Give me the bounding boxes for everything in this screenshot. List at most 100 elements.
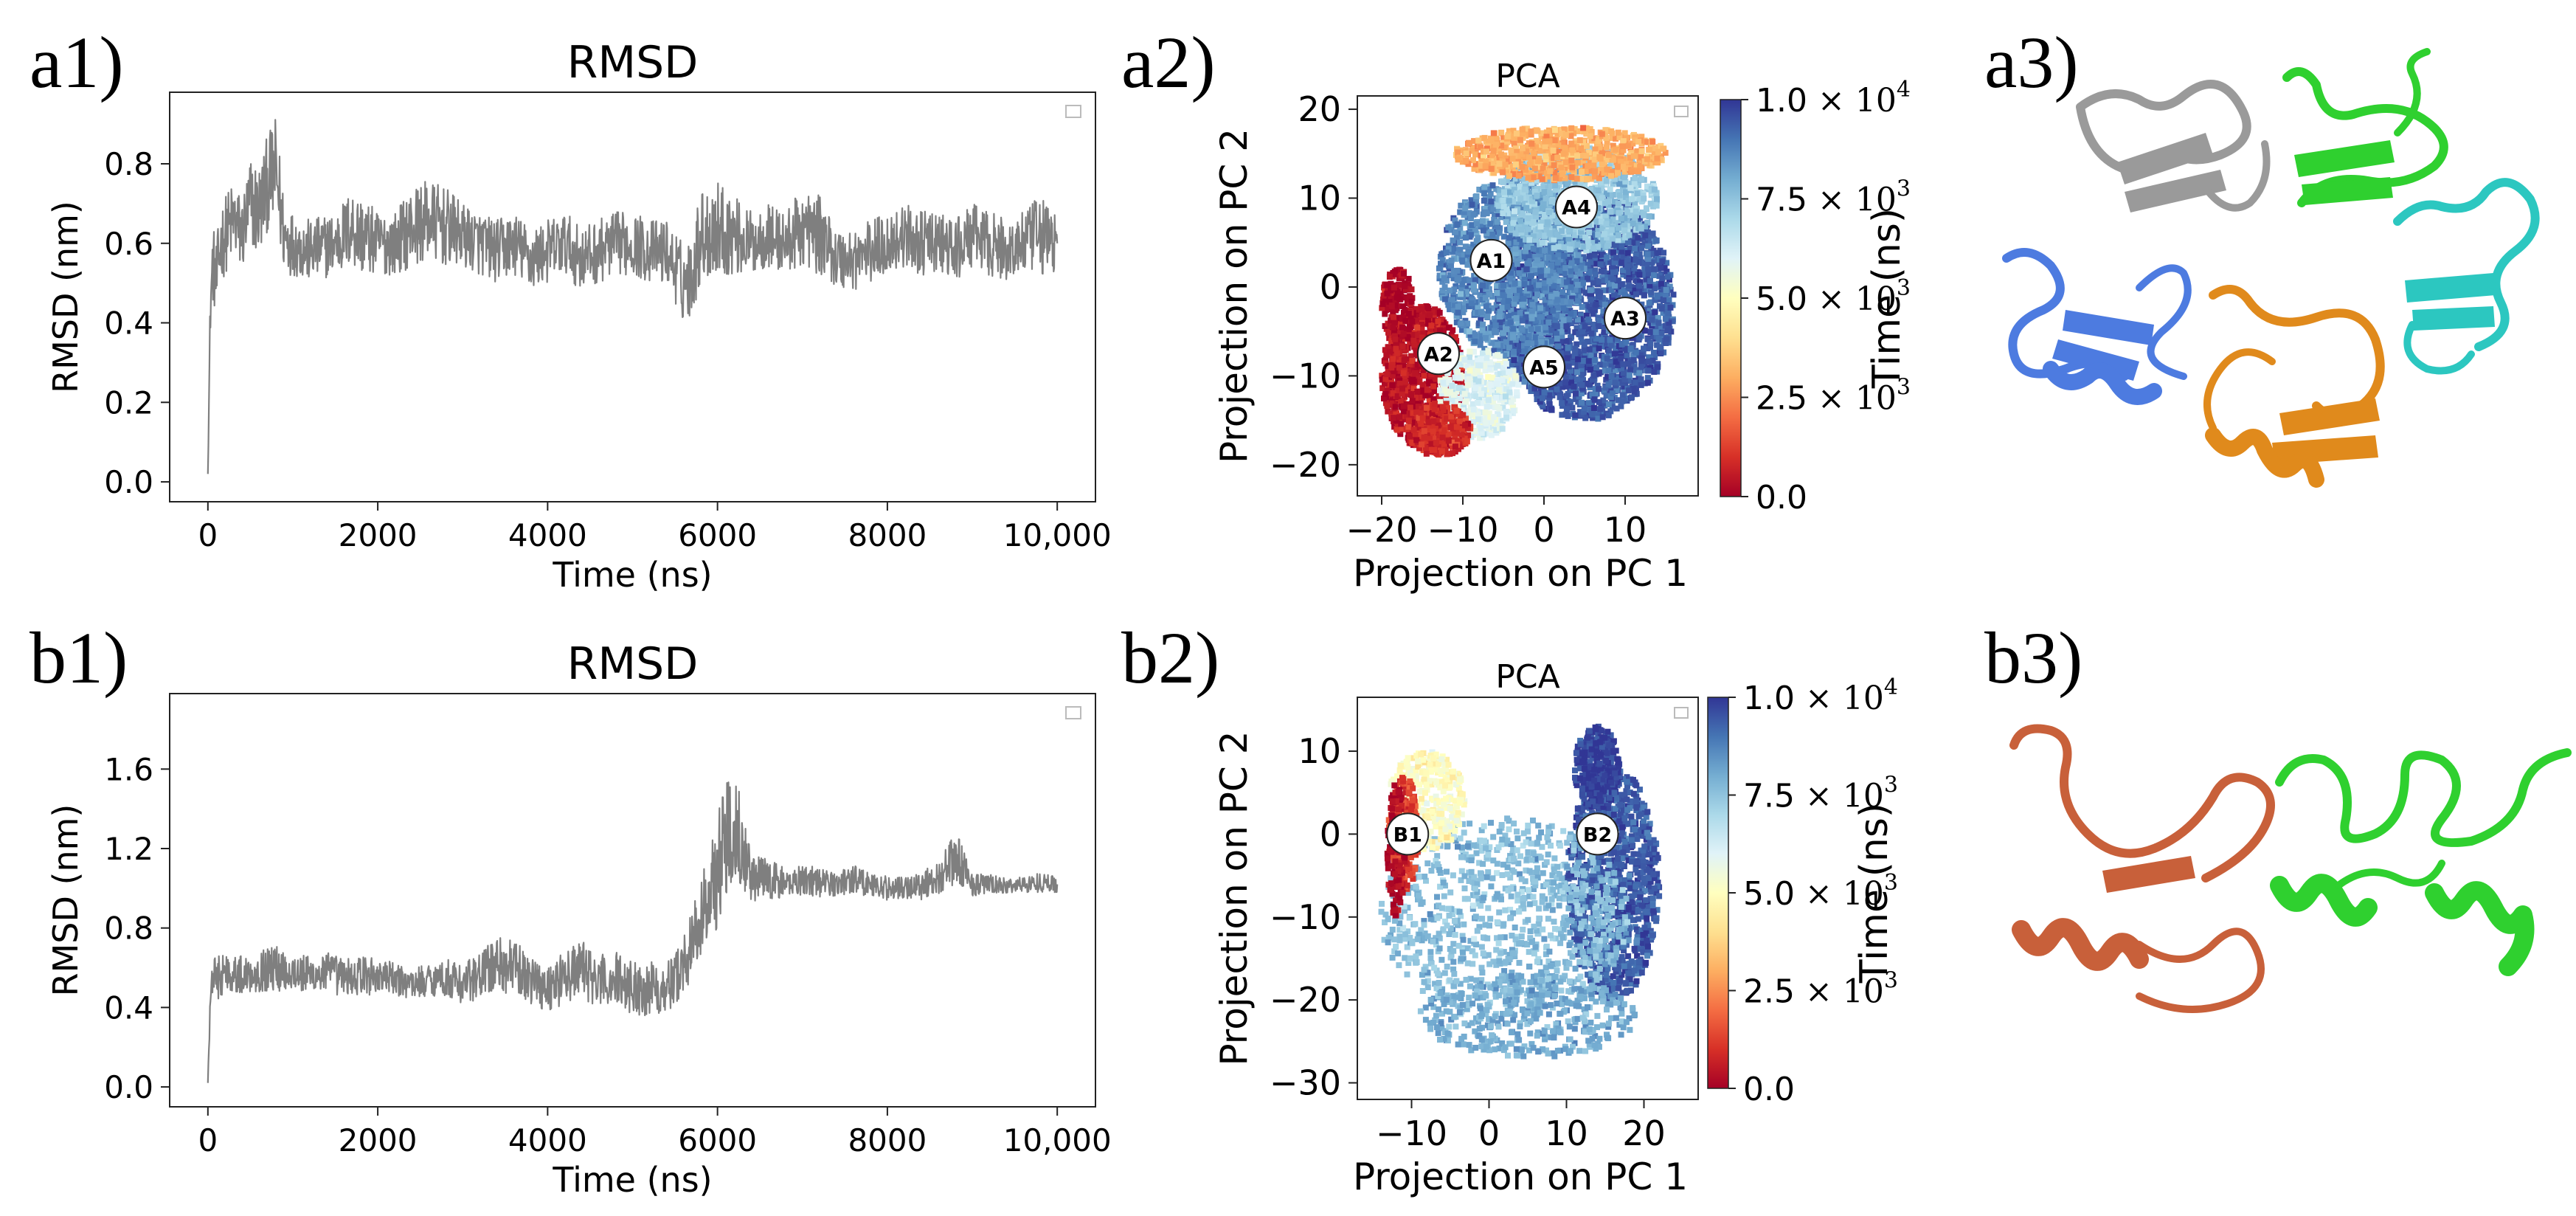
scatter-point xyxy=(1451,286,1458,293)
scatter-point xyxy=(1552,182,1559,189)
scatter-point xyxy=(1506,173,1512,179)
x-tick-label: 2000 xyxy=(339,517,418,553)
scatter-point xyxy=(1611,259,1618,266)
scatter-point xyxy=(1578,229,1585,235)
scatter-point xyxy=(1471,138,1478,145)
scatter-point xyxy=(1624,352,1630,359)
scatter-point xyxy=(1511,300,1517,307)
x-tick-label: 8000 xyxy=(848,517,927,553)
scatter-point xyxy=(1645,367,1652,374)
scatter-point xyxy=(1534,185,1540,192)
scatter-point xyxy=(1548,384,1554,390)
scatter-point xyxy=(1574,362,1581,368)
scatter-point xyxy=(1624,347,1630,353)
scatter-point xyxy=(1612,176,1618,182)
x-tick-label: 10,000 xyxy=(1003,1122,1112,1158)
scatter-point xyxy=(1483,335,1489,342)
scatter-point xyxy=(1526,332,1532,339)
scatter-point xyxy=(1475,137,1482,144)
scatter-point xyxy=(1458,305,1465,311)
scatter-point xyxy=(1557,256,1564,263)
scatter-point xyxy=(1596,362,1603,368)
scatter-point xyxy=(1470,211,1477,218)
scatter-point xyxy=(1590,405,1597,411)
scatter-point xyxy=(1464,289,1470,295)
scatter-point xyxy=(1656,273,1663,280)
scatter-point xyxy=(1578,390,1585,397)
scatter-point xyxy=(1504,210,1511,217)
x-axis-label: Time (ns) xyxy=(552,555,712,595)
scatter-point xyxy=(1447,287,1453,294)
scatter-point xyxy=(1459,257,1466,263)
scatter-point xyxy=(1542,302,1548,308)
scatter-point xyxy=(1547,190,1554,196)
scatter-point xyxy=(1539,240,1545,246)
scatter-point xyxy=(1514,190,1520,196)
scatter-point xyxy=(1486,194,1493,201)
scatter-point xyxy=(1658,330,1665,336)
scatter-point xyxy=(1515,347,1522,353)
scatter-point xyxy=(1588,137,1595,144)
scatter-point xyxy=(1644,272,1651,278)
scatter-point xyxy=(1644,205,1649,212)
scatter-point xyxy=(1470,282,1477,289)
scatter-point xyxy=(1563,393,1570,399)
scatter-point xyxy=(1537,305,1544,311)
scatter-point xyxy=(1583,302,1590,308)
scatter-point xyxy=(1495,148,1502,154)
scatter-point xyxy=(1644,153,1651,159)
scatter-point xyxy=(1544,267,1551,274)
scatter-point xyxy=(1569,359,1576,366)
scatter-point xyxy=(1481,184,1488,190)
scatter-point xyxy=(1523,248,1529,255)
scatter-point xyxy=(1613,405,1620,412)
scatter-point xyxy=(1515,198,1522,205)
scatter-point xyxy=(1582,415,1589,421)
scatter-point xyxy=(1495,225,1502,232)
scatter-point xyxy=(1441,274,1447,281)
scatter-point xyxy=(1564,406,1570,412)
scatter-point xyxy=(1621,227,1628,234)
scatter-point xyxy=(1489,305,1495,311)
scatter-point xyxy=(1670,291,1677,298)
scatter-point xyxy=(1602,213,1609,220)
scatter-point xyxy=(1641,380,1648,387)
scatter-point xyxy=(1536,247,1543,254)
scatter-point xyxy=(1525,226,1531,232)
scatter-point xyxy=(1503,177,1510,184)
scatter-point xyxy=(1572,329,1579,336)
scatter-point xyxy=(1528,207,1534,213)
scatter-point xyxy=(1624,218,1630,225)
scatter-point xyxy=(1608,227,1615,233)
scatter-point xyxy=(1541,160,1548,166)
scatter-point xyxy=(1546,226,1553,232)
scatter-point xyxy=(1508,231,1514,238)
scatter-point xyxy=(1490,156,1497,162)
scatter-point xyxy=(1634,190,1641,197)
scatter-point xyxy=(1586,346,1593,353)
scatter-point xyxy=(1506,198,1512,204)
scatter-point xyxy=(1597,406,1604,412)
scatter-point xyxy=(1562,411,1569,418)
scatter-point xyxy=(1666,297,1672,303)
scatter-point xyxy=(1469,145,1475,151)
scatter-point xyxy=(1531,188,1538,195)
scatter-point xyxy=(1531,278,1537,285)
scatter-point xyxy=(1588,276,1595,283)
scatter-point xyxy=(1479,187,1486,193)
scatter-point xyxy=(1625,361,1632,367)
rmsd-chart-b1: 0 2000 4000 6000 8000 10,0000.00.40.81.21.6RM… xyxy=(46,638,1112,1200)
scatter-point xyxy=(1579,399,1585,406)
y-tick-label: 1.2 xyxy=(104,831,153,867)
scatter-point xyxy=(1645,235,1652,241)
scatter-point xyxy=(1528,388,1534,394)
scatter-point xyxy=(1523,131,1529,138)
scatter-point xyxy=(1517,343,1523,350)
scatter-point xyxy=(1508,270,1514,277)
scatter-point xyxy=(1538,130,1545,137)
scatter-point xyxy=(1649,259,1655,266)
scatter-point xyxy=(1526,161,1533,167)
scatter-point xyxy=(1477,278,1483,284)
scatter-point xyxy=(1618,341,1625,348)
scatter-point xyxy=(1572,286,1579,293)
